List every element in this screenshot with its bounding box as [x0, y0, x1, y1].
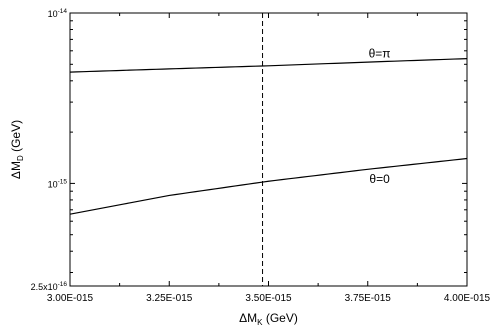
series-line-0	[69, 58, 468, 73]
x-tick-label: 3.00E-015	[47, 293, 94, 304]
series-label-0: θ=π	[369, 46, 391, 60]
x-tick-label: 3.25E-015	[146, 293, 193, 304]
x-tick-label: 4.00E-015	[444, 293, 491, 304]
series-label-1: θ=0	[369, 172, 390, 186]
y-tick-label: 10-15	[48, 178, 68, 189]
series-line-1	[69, 157, 468, 215]
x-tick-label: 3.50E-015	[245, 293, 292, 304]
y-tick-label: 10-14	[48, 8, 68, 19]
x-axis-label: ΔMK (GeV)	[239, 311, 298, 327]
y-tick-label: 2.5x10-16	[31, 281, 68, 292]
plot-frame	[69, 12, 468, 287]
x-tick-label: 3.75E-015	[345, 293, 392, 304]
y-axis-label: ΔMD (GeV)	[9, 120, 25, 179]
